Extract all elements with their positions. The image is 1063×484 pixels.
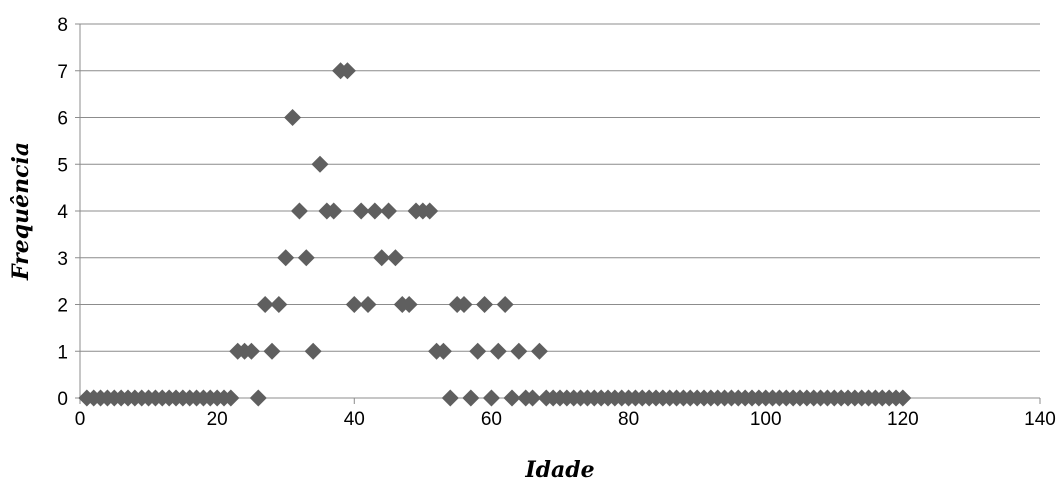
x-tick-label: 120 [887, 409, 919, 430]
y-tick-label: 0 [57, 389, 68, 410]
data-point-diamond [242, 342, 260, 360]
data-point-diamond [325, 202, 343, 220]
data-point-diamond [400, 296, 418, 313]
data-point-diamond [482, 389, 500, 407]
data-point-diamond [524, 389, 542, 407]
y-axis-title: Frequência [8, 142, 34, 281]
data-point-diamond [284, 109, 302, 126]
data-points [78, 62, 912, 407]
data-point-diamond [894, 389, 912, 407]
data-point-diamond [359, 296, 377, 313]
data-point-diamond [462, 389, 480, 407]
data-point-diamond [386, 249, 404, 267]
data-point-diamond [222, 389, 240, 407]
data-point-diamond [352, 202, 370, 220]
data-point-diamond [489, 342, 507, 360]
y-tick-label: 5 [57, 155, 68, 176]
data-point-diamond [297, 249, 315, 267]
data-point-diamond [434, 342, 452, 360]
data-point-diamond [421, 202, 439, 220]
x-tick-label: 80 [618, 409, 639, 430]
data-point-diamond [510, 342, 528, 360]
data-point-diamond [380, 202, 398, 220]
data-point-diamond [530, 342, 548, 360]
y-tick-label: 7 [57, 62, 68, 83]
x-tick-labels: 0 20 40 60 80 100 120 140 [75, 409, 1056, 430]
y-tick-label: 4 [57, 202, 68, 223]
data-point-diamond [263, 342, 281, 360]
gridlines [80, 23, 1040, 352]
data-point-diamond [304, 342, 322, 360]
x-tick-label: 40 [344, 409, 365, 430]
y-tick-labels: 0 1 2 3 4 5 6 7 8 [57, 15, 68, 410]
data-point-diamond [441, 389, 459, 407]
data-point-diamond [249, 389, 267, 407]
y-tick-label: 6 [57, 109, 68, 130]
axes [75, 23, 1041, 404]
data-point-diamond [277, 249, 295, 267]
data-point-diamond [476, 296, 494, 313]
data-point-diamond [503, 389, 521, 407]
data-point-diamond [270, 296, 288, 313]
x-tick-label: 20 [207, 409, 228, 430]
data-point-diamond [366, 202, 384, 220]
data-point-diamond [338, 62, 356, 80]
data-point-diamond [290, 202, 308, 220]
data-point-diamond [311, 155, 329, 173]
y-tick-label: 1 [57, 342, 68, 363]
data-point-diamond [469, 342, 487, 360]
x-tick-label: 60 [481, 409, 502, 430]
data-point-diamond [256, 296, 274, 313]
data-point-diamond [345, 296, 363, 313]
y-tick-label: 3 [57, 249, 68, 270]
data-point-diamond [373, 249, 391, 267]
x-axis-title: Idade [524, 457, 594, 483]
x-tick-label: 100 [750, 409, 782, 430]
data-point-diamond [455, 296, 473, 313]
y-tick-label: 8 [57, 15, 68, 36]
y-tick-label: 2 [57, 296, 68, 317]
x-tick-label: 0 [75, 409, 86, 430]
x-tick-label: 140 [1024, 409, 1056, 430]
data-point-diamond [496, 296, 514, 313]
